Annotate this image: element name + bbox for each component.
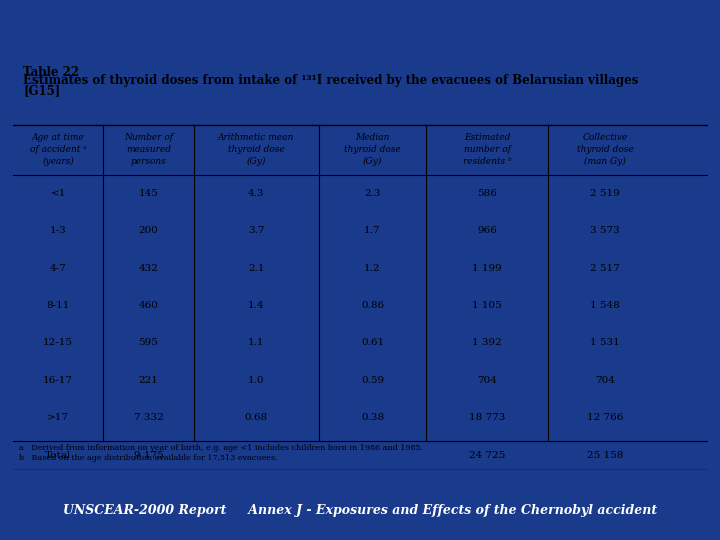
Text: 0.59: 0.59 [361, 376, 384, 385]
Text: 1 105: 1 105 [472, 301, 502, 310]
Text: 1.7: 1.7 [364, 226, 381, 235]
Text: Table 22: Table 22 [23, 66, 79, 79]
Text: 2.1: 2.1 [248, 264, 264, 273]
Text: 1.4: 1.4 [248, 301, 264, 310]
Text: b   Based on the age distribution available for 17,513 evacuees.: b Based on the age distribution availabl… [19, 454, 277, 462]
Text: 145: 145 [138, 189, 158, 198]
Text: [G15]: [G15] [23, 84, 60, 97]
Text: 7 332: 7 332 [134, 413, 163, 422]
Text: 595: 595 [138, 339, 158, 347]
Text: 460: 460 [138, 301, 158, 310]
Text: 3.7: 3.7 [248, 226, 264, 235]
Text: 1-3: 1-3 [50, 226, 66, 235]
Text: 4.3: 4.3 [248, 189, 264, 198]
Text: 586: 586 [477, 189, 497, 198]
Text: 2 519: 2 519 [590, 189, 620, 198]
Text: Number of
measured
persons: Number of measured persons [124, 133, 173, 166]
Text: Median
thyroid dose
(Gy): Median thyroid dose (Gy) [344, 133, 401, 166]
Text: 0.68: 0.68 [245, 413, 268, 422]
Text: 1 548: 1 548 [590, 301, 620, 310]
Text: UNSCEAR-2000 Report     Annex J - Exposures and Effects of the Chernobyl acciden: UNSCEAR-2000 Report Annex J - Exposures … [63, 504, 657, 517]
Text: 3 573: 3 573 [590, 226, 620, 235]
Text: 0.86: 0.86 [361, 301, 384, 310]
Text: 221: 221 [138, 376, 158, 385]
Text: Age at time
of accident ᵃ
(years): Age at time of accident ᵃ (years) [30, 133, 86, 166]
Text: 24 725: 24 725 [469, 451, 505, 460]
Text: 1.2: 1.2 [364, 264, 381, 273]
Text: <1: <1 [50, 189, 66, 198]
Text: 2 517: 2 517 [590, 264, 620, 273]
Text: 1 531: 1 531 [590, 339, 620, 347]
Text: 704: 704 [595, 376, 615, 385]
Text: 16-17: 16-17 [43, 376, 73, 385]
Text: 200: 200 [138, 226, 158, 235]
Text: 704: 704 [477, 376, 497, 385]
Text: 9 175: 9 175 [134, 451, 163, 460]
Text: >17: >17 [47, 413, 69, 422]
Text: Arithmetic mean
thyroid dose
(Gy): Arithmetic mean thyroid dose (Gy) [218, 133, 294, 166]
Text: 1 392: 1 392 [472, 339, 502, 347]
Text: 1.0: 1.0 [248, 376, 264, 385]
Text: 8-11: 8-11 [46, 301, 70, 310]
Text: 0.61: 0.61 [361, 339, 384, 347]
Text: 12-15: 12-15 [43, 339, 73, 347]
Text: Collective
thyroid dose
(man Gy): Collective thyroid dose (man Gy) [577, 133, 634, 166]
Text: 2.3: 2.3 [364, 189, 381, 198]
Text: Estimated
number of
residents ᵇ: Estimated number of residents ᵇ [463, 133, 511, 166]
Text: 18 773: 18 773 [469, 413, 505, 422]
Text: 4-7: 4-7 [50, 264, 66, 273]
Text: Estimates of thyroid doses from intake of ¹³¹I received by the evacuees of Belar: Estimates of thyroid doses from intake o… [23, 75, 639, 87]
Text: a   Derived from information on year of birth, e.g. age <1 includes children bor: a Derived from information on year of bi… [19, 444, 423, 452]
Text: 25 158: 25 158 [587, 451, 624, 460]
Text: Total: Total [45, 451, 71, 460]
Text: 0.38: 0.38 [361, 413, 384, 422]
Text: 966: 966 [477, 226, 497, 235]
Text: 1.1: 1.1 [248, 339, 264, 347]
Text: 1 199: 1 199 [472, 264, 502, 273]
Text: 12 766: 12 766 [587, 413, 624, 422]
Text: 432: 432 [138, 264, 158, 273]
